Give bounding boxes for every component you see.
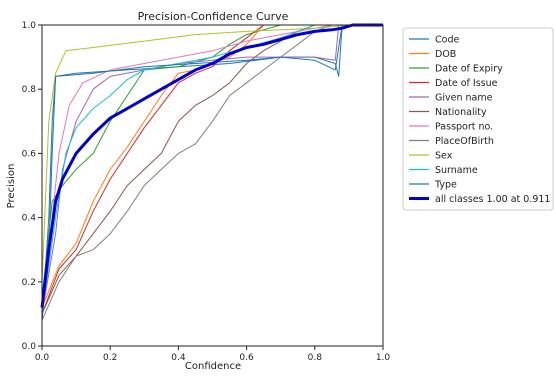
legend-label-11: all classes 1.00 at 0.911 bbox=[435, 194, 550, 205]
x-tick-label-4: 0.8 bbox=[308, 353, 323, 363]
series-line-1 bbox=[41, 24, 383, 308]
legend-label-3: Date of Issue bbox=[435, 78, 498, 89]
series-line-3 bbox=[41, 24, 383, 315]
x-tick-label-3: 0.6 bbox=[239, 353, 254, 363]
series-line-6 bbox=[41, 24, 383, 314]
series-line-2 bbox=[41, 24, 383, 298]
y-tick-label-2: 0.4 bbox=[22, 214, 37, 224]
y-axis-label: Precision bbox=[6, 164, 17, 209]
legend-label-2: Date of Expiry bbox=[435, 64, 503, 75]
legend: Code DOB Date of Expiry Date of Issue Given … bbox=[402, 27, 554, 211]
x-tick-label-1: 0.2 bbox=[103, 353, 117, 363]
legend-label-6: Passport no. bbox=[435, 122, 493, 133]
series-line-0 bbox=[41, 24, 383, 321]
x-tick-label-2: 0.4 bbox=[171, 353, 186, 363]
series-line-8 bbox=[41, 24, 383, 282]
series-line-11 bbox=[40, 23, 383, 308]
legend-label-1: DOB bbox=[435, 49, 456, 60]
legend-label-9: Surname bbox=[435, 165, 478, 176]
legend-box bbox=[402, 27, 554, 211]
axes: 0.0 0.2 0.4 0.6 0.8 1.0 0.0 0.2 0.4 0.6 0.8 1.0 bbox=[22, 21, 391, 363]
y-tick-label-4: 0.8 bbox=[22, 85, 37, 95]
legend-label-0: Code bbox=[435, 35, 459, 46]
legend-label-7: PlaceOfBirth bbox=[435, 136, 494, 147]
series-line-9 bbox=[41, 24, 383, 314]
y-tick-label-1: 0.2 bbox=[22, 278, 36, 288]
y-tick-label-3: 0.6 bbox=[22, 149, 37, 159]
y-tick-label-0: 0.0 bbox=[22, 342, 37, 352]
series-line-7 bbox=[41, 24, 383, 321]
plot-frame bbox=[41, 24, 384, 347]
series-line-10 bbox=[41, 24, 383, 321]
plot-lines bbox=[40, 23, 383, 321]
legend-label-8: Sex bbox=[435, 151, 453, 162]
y-tick-label-5: 1.0 bbox=[22, 21, 37, 31]
x-tick-label-0: 0.0 bbox=[35, 353, 50, 363]
x-axis-label: Confidence bbox=[185, 361, 241, 372]
chart-title: Precision-Confidence Curve bbox=[138, 10, 289, 23]
legend-label-10: Type bbox=[434, 180, 457, 191]
x-tick-label-5: 1.0 bbox=[376, 353, 391, 363]
legend-label-5: Nationality bbox=[435, 107, 487, 118]
legend-label-4: Given name bbox=[435, 93, 493, 104]
